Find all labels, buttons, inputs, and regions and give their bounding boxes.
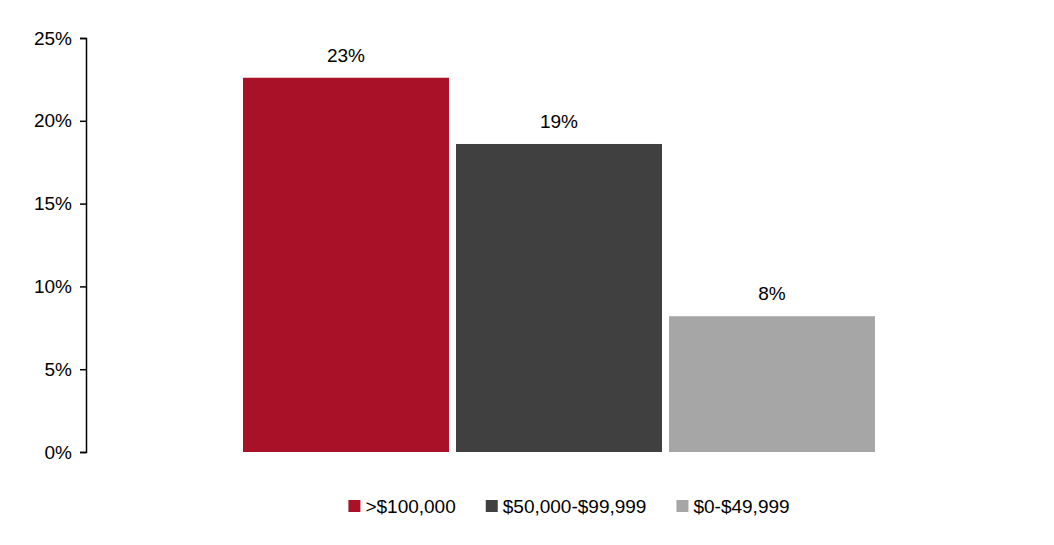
legend-label: >$100,000 bbox=[365, 496, 455, 517]
legend-swatch bbox=[486, 500, 498, 512]
legend-item: $50,000-$99,999 bbox=[486, 496, 647, 517]
y-tick-mark bbox=[80, 452, 86, 454]
legend-item: $0-$49,999 bbox=[676, 496, 789, 517]
y-tick: 25% bbox=[34, 28, 86, 49]
y-tick-label: 15% bbox=[34, 193, 72, 214]
bar bbox=[456, 144, 662, 452]
legend-swatch bbox=[348, 500, 360, 512]
y-tick: 0% bbox=[45, 442, 86, 463]
bar bbox=[669, 316, 875, 452]
legend-label: $50,000-$99,999 bbox=[503, 496, 647, 517]
y-axis-line bbox=[80, 39, 87, 453]
y-tick-mark bbox=[80, 369, 86, 371]
legend: >$100,000 $50,000-$99,999 $0-$49,999 bbox=[348, 496, 789, 517]
chart: 23% 19% 8% 0% 5% 10% 15% 20% 25% >$100,000 $50,000… bbox=[0, 0, 1054, 545]
legend-item: >$100,000 bbox=[348, 496, 455, 517]
y-tick-mark bbox=[80, 286, 86, 288]
y-tick-mark bbox=[80, 121, 86, 123]
bar bbox=[243, 78, 449, 452]
y-tick: 20% bbox=[34, 110, 86, 131]
data-label: 8% bbox=[758, 283, 786, 304]
data-label: 23% bbox=[327, 45, 365, 66]
legend-label: $0-$49,999 bbox=[693, 496, 789, 517]
y-tick-label: 0% bbox=[45, 442, 73, 463]
y-tick: 10% bbox=[34, 276, 86, 297]
y-tick: 5% bbox=[45, 359, 86, 380]
y-tick-mark bbox=[80, 38, 86, 40]
y-tick-label: 10% bbox=[34, 276, 72, 297]
y-tick-label: 5% bbox=[45, 359, 73, 380]
y-tick-label: 20% bbox=[34, 110, 72, 131]
bars bbox=[243, 78, 875, 452]
y-tick-label: 25% bbox=[34, 28, 72, 49]
data-labels: 23% 19% 8% bbox=[327, 45, 786, 304]
legend-swatch bbox=[676, 500, 688, 512]
data-label: 19% bbox=[540, 111, 578, 132]
y-tick: 15% bbox=[34, 193, 86, 214]
y-tick-mark bbox=[80, 203, 86, 205]
y-axis: 0% 5% 10% 15% 20% 25% bbox=[34, 28, 87, 463]
